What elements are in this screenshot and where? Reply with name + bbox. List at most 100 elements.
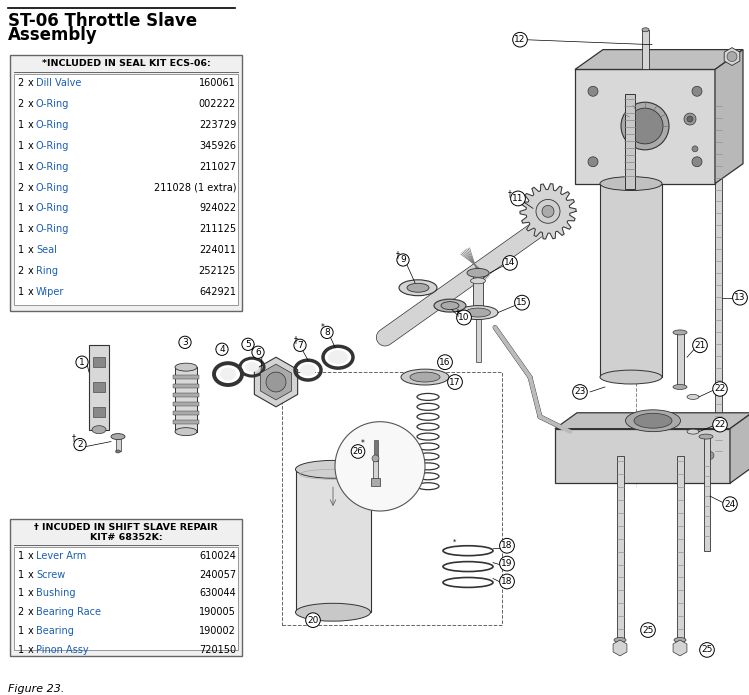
Text: x: x [28, 141, 34, 151]
Circle shape [588, 157, 598, 167]
Text: †: † [456, 308, 460, 317]
Text: 211028 (1 extra): 211028 (1 extra) [154, 183, 236, 193]
Text: x: x [28, 99, 34, 109]
Text: Assembly: Assembly [8, 26, 98, 44]
Text: 10: 10 [458, 313, 470, 322]
Text: x: x [28, 550, 34, 561]
Text: 5: 5 [245, 340, 251, 349]
Text: KIT# 68352K:: KIT# 68352K: [90, 533, 163, 542]
Text: O-Ring: O-Ring [36, 204, 70, 213]
Ellipse shape [673, 384, 687, 389]
Text: Figure 23.: Figure 23. [8, 684, 64, 694]
Text: 2: 2 [18, 607, 24, 617]
Text: 252125: 252125 [198, 266, 236, 276]
Polygon shape [730, 413, 749, 483]
Text: 720150: 720150 [199, 645, 236, 655]
Text: 2: 2 [18, 183, 24, 193]
Text: 2: 2 [18, 79, 24, 88]
Text: x: x [28, 224, 34, 234]
Bar [173, 420, 199, 424]
Ellipse shape [687, 395, 699, 400]
Text: *: * [321, 323, 325, 332]
Text: 610024: 610024 [199, 550, 236, 561]
Bar [10, 519, 242, 656]
Text: Lever Arm: Lever Arm [36, 550, 86, 561]
Text: *INCLUDED IN SEAL KIT ECS-06:: *INCLUDED IN SEAL KIT ECS-06: [42, 58, 210, 67]
Text: x: x [28, 79, 34, 88]
Bar [173, 384, 199, 388]
Text: 25: 25 [643, 626, 654, 635]
Text: Bushing: Bushing [36, 589, 76, 598]
Text: x: x [28, 162, 34, 172]
Text: 13: 13 [734, 293, 746, 302]
Ellipse shape [441, 302, 459, 309]
Text: 22: 22 [715, 384, 726, 393]
Ellipse shape [465, 308, 491, 317]
Bar [473, 273, 483, 308]
Text: 345926: 345926 [199, 141, 236, 151]
Circle shape [692, 157, 702, 167]
Text: Bearing: Bearing [36, 626, 74, 636]
Bar [173, 402, 199, 406]
Bar [14, 74, 238, 304]
Circle shape [335, 422, 425, 511]
Ellipse shape [296, 460, 371, 478]
Text: x: x [28, 626, 34, 636]
Text: O-Ring: O-Ring [36, 224, 70, 234]
Text: 14: 14 [504, 259, 516, 268]
Circle shape [588, 86, 598, 96]
Text: x: x [28, 183, 34, 193]
Bar [93, 382, 105, 392]
Circle shape [706, 452, 714, 459]
Text: x: x [28, 570, 34, 580]
Ellipse shape [687, 429, 699, 434]
Text: x: x [28, 204, 34, 213]
Text: 160061: 160061 [199, 79, 236, 88]
Text: 642921: 642921 [199, 287, 236, 297]
Polygon shape [575, 49, 743, 70]
Text: 1: 1 [18, 550, 24, 561]
Ellipse shape [115, 450, 121, 453]
Circle shape [266, 372, 286, 392]
Text: Pinon Assy: Pinon Assy [36, 645, 88, 655]
Text: Screw: Screw [36, 570, 65, 580]
Bar [575, 70, 715, 183]
Bar [173, 393, 199, 397]
Ellipse shape [699, 434, 713, 439]
Text: 1: 1 [18, 162, 24, 172]
Text: O-Ring: O-Ring [36, 99, 70, 109]
Bar [476, 308, 481, 362]
Text: †: † [294, 335, 298, 344]
Text: 1: 1 [18, 287, 24, 297]
Bar [600, 183, 662, 377]
Text: 190002: 190002 [199, 626, 236, 636]
Ellipse shape [399, 280, 437, 295]
Text: 18: 18 [501, 541, 513, 550]
Text: 4: 4 [219, 345, 225, 354]
Polygon shape [520, 183, 576, 239]
Text: 1: 1 [18, 204, 24, 213]
Ellipse shape [175, 427, 197, 436]
Text: 15: 15 [516, 298, 528, 307]
Text: x: x [28, 287, 34, 297]
Ellipse shape [634, 414, 672, 428]
Bar [371, 478, 380, 486]
Ellipse shape [300, 364, 316, 376]
Ellipse shape [674, 637, 686, 642]
Polygon shape [555, 413, 749, 429]
Bar [642, 30, 649, 70]
Ellipse shape [458, 306, 498, 320]
Ellipse shape [625, 410, 681, 432]
Bar [173, 411, 199, 415]
Text: ST-06 Throttle Slave: ST-06 Throttle Slave [8, 12, 197, 30]
Bar [373, 457, 378, 481]
Ellipse shape [600, 370, 662, 384]
Text: 1: 1 [18, 626, 24, 636]
Text: 002222: 002222 [198, 99, 236, 109]
Text: x: x [28, 607, 34, 617]
Ellipse shape [434, 299, 466, 312]
Ellipse shape [407, 284, 429, 292]
Text: 1: 1 [18, 245, 24, 255]
Text: Dill Valve: Dill Valve [36, 79, 82, 88]
Circle shape [627, 108, 663, 144]
